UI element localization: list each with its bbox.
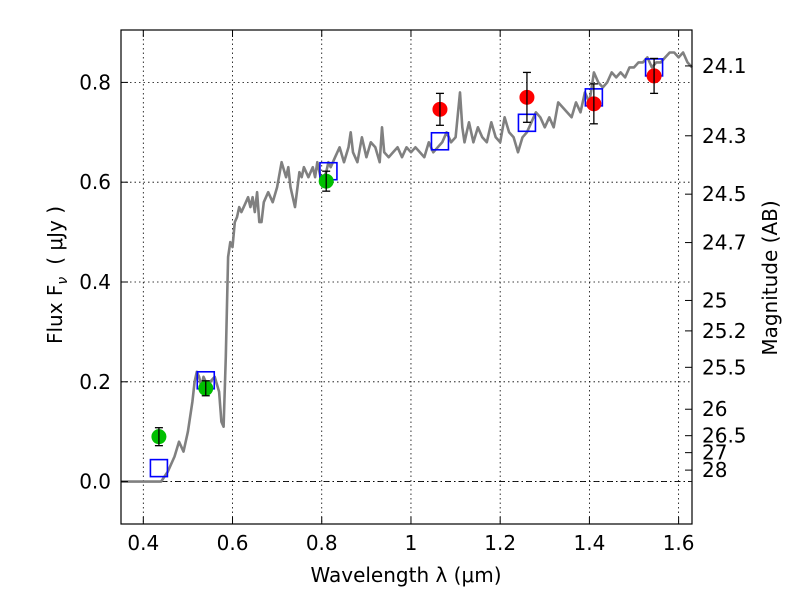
y2-tick-label: 24.7 <box>702 231 747 255</box>
y-tick-label: 0.6 <box>79 170 111 194</box>
y2-axis-label: Magnitude (AB) <box>758 200 782 355</box>
y-axis-label: Flux Fν ( μJy ) <box>43 206 71 344</box>
model-square-marker <box>430 131 450 151</box>
x-tick-label: 1 <box>405 531 418 555</box>
grid-lines <box>121 30 692 524</box>
data-points <box>149 57 664 478</box>
y-axis-label-subscript: ν <box>55 277 71 285</box>
y2-tick-label: 25.2 <box>702 319 747 343</box>
y2-tick-label: 27 <box>702 441 727 465</box>
model-square-marker <box>149 458 169 478</box>
y2-tick-label: 24.1 <box>702 54 747 78</box>
x-tick-label: 0.6 <box>217 531 249 555</box>
y2-tick-label: 25.5 <box>702 355 747 379</box>
y2-tick-label: 25 <box>702 288 727 312</box>
x-tick-label: 1.4 <box>573 531 605 555</box>
y-tick-labels: 0.0 0.2 0.4 0.6 0.8 <box>79 70 111 493</box>
x-tick-label: 0.8 <box>306 531 338 555</box>
x-tick-label: 1.6 <box>663 531 695 555</box>
y2-tick-label: 26.5 <box>702 424 747 448</box>
y-tick-label: 0.4 <box>79 270 111 294</box>
y-axis-label-unit: ( μJy ) <box>43 206 67 265</box>
x-tick-label: 1.2 <box>484 531 516 555</box>
y-tick-label: 0.2 <box>79 370 111 394</box>
x-tick-labels: 0.4 0.6 0.8 1 1.2 1.4 1.6 <box>127 531 694 555</box>
plot-frame <box>120 29 693 525</box>
axis-ticks <box>121 30 692 524</box>
y2-tick-label: 28 <box>702 458 727 482</box>
x-axis-label: Wavelength λ (μm) <box>310 563 501 587</box>
y-axis-label-main: Flux F <box>43 285 67 344</box>
spectrum-line <box>121 51 693 483</box>
y-tick-label: 0.0 <box>79 470 111 494</box>
model-spectrum <box>121 51 693 483</box>
y2-tick-label: 26 <box>702 397 727 421</box>
x-tick-label: 0.4 <box>127 531 159 555</box>
y2-tick-label: 24.3 <box>702 124 747 148</box>
y-tick-label: 0.8 <box>79 70 111 94</box>
y2-tick-label: 24.5 <box>702 182 747 206</box>
